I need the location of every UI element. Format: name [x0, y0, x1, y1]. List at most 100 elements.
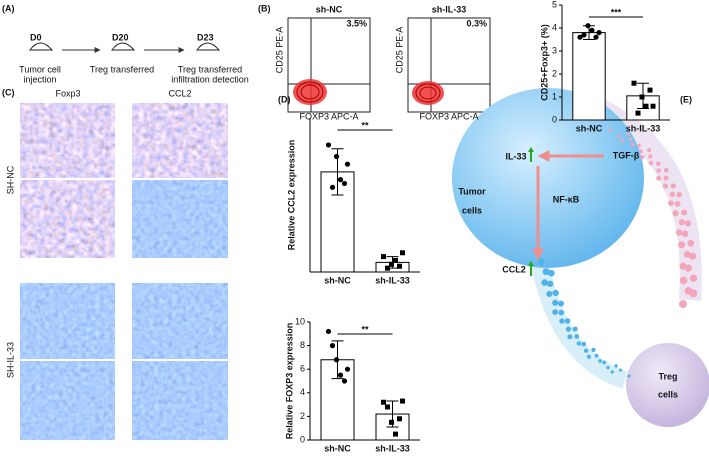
- x-tick-label: sh-IL-33: [375, 275, 410, 285]
- timeline-day: D20: [112, 32, 129, 42]
- pink-dot: [678, 241, 686, 249]
- pink-dot: [647, 148, 652, 153]
- blue-dot: [574, 334, 580, 339]
- y-tick-label: 0: [552, 114, 557, 124]
- blue-dot: [558, 309, 565, 316]
- blue-dot: [559, 318, 565, 324]
- point: [344, 366, 351, 372]
- y-tick-label: 0: [300, 434, 305, 444]
- blue-dot: [542, 268, 550, 276]
- flow-title: sh-NC: [316, 4, 343, 14]
- point: [385, 265, 390, 271]
- timeline-day: D23: [197, 32, 214, 42]
- pink-dot: [656, 175, 662, 181]
- point: [341, 378, 348, 384]
- ihc-images: [19, 102, 229, 441]
- panel-labels: (A) (B) (C) (D) (E): [2, 3, 692, 104]
- point: [381, 254, 386, 260]
- blue-dot: [552, 299, 559, 306]
- pink-dot: [684, 264, 693, 272]
- significance-label: **: [361, 120, 369, 130]
- flow-x-label: FOXP3 APC-A: [419, 111, 478, 121]
- pink-dot: [689, 252, 697, 260]
- pink-dot: [637, 143, 641, 148]
- blue-dot: [598, 359, 602, 363]
- pink-dot: [674, 200, 681, 207]
- point: [631, 80, 637, 86]
- bar: [572, 32, 606, 121]
- timeline-text: injection: [23, 74, 56, 84]
- pink-dot: [681, 209, 688, 216]
- point: [333, 153, 340, 160]
- significance-label: **: [361, 324, 369, 334]
- x-tick-label: sh-NC: [324, 275, 351, 285]
- blue-dot: [614, 364, 618, 368]
- point: [577, 34, 583, 40]
- blue-dot: [546, 280, 554, 288]
- y-axis-label: CD25+Foxp3+ (%): [539, 24, 549, 101]
- pink-dot: [648, 154, 653, 159]
- point: [400, 250, 405, 256]
- blue-dot: [619, 368, 623, 372]
- point: [643, 103, 649, 109]
- pink-dot: [656, 161, 661, 166]
- pink-dot: [617, 134, 621, 138]
- y-tick-label: 2: [300, 411, 305, 421]
- point: [639, 94, 645, 100]
- panel-label: (B): [258, 3, 271, 13]
- x-tick-label: sh-IL-33: [375, 443, 410, 453]
- point: [397, 263, 402, 269]
- blue-dot: [565, 326, 572, 332]
- y-tick-label: 3: [552, 45, 557, 55]
- y-tick-label: 8: [300, 340, 305, 350]
- pink-dot: [679, 276, 688, 285]
- pink-dot: [630, 142, 635, 147]
- blue-dot: [552, 289, 559, 297]
- pink-dot: [678, 219, 685, 226]
- pink-dot: [679, 300, 687, 308]
- flow-title: sh-IL-33: [432, 4, 467, 14]
- pink-dot: [640, 155, 645, 160]
- pink-dot: [663, 175, 669, 181]
- ccl2-label: CCL2: [502, 264, 526, 274]
- ihc-column: CCL2: [168, 88, 191, 98]
- tumor-label: cells: [462, 205, 482, 215]
- point: [344, 161, 351, 167]
- pink-dot: [689, 289, 698, 298]
- blue-dot: [581, 341, 587, 347]
- blue-dot: [602, 360, 607, 365]
- pink-dot: [672, 210, 679, 217]
- pink-dot: [675, 229, 683, 236]
- point: [585, 23, 591, 29]
- pink-dot: [662, 183, 668, 189]
- il33-label: IL-33: [505, 151, 526, 161]
- point: [596, 29, 602, 36]
- blue-dot: [547, 269, 555, 277]
- flow-y-label: CD25 PE-A: [274, 27, 284, 74]
- blue-dot: [537, 258, 545, 266]
- point: [589, 27, 595, 33]
- x-tick-label: sh-NC: [324, 443, 351, 453]
- pink-dot: [684, 220, 692, 227]
- pink-dot: [638, 149, 643, 154]
- point: [635, 110, 641, 116]
- treg-label: cells: [658, 389, 678, 399]
- point: [337, 177, 344, 183]
- timeline-day: D0: [30, 32, 42, 42]
- blue-dot: [552, 309, 559, 316]
- timeline-text: Tumor cell: [19, 64, 61, 74]
- flow-percent: 0.3%: [466, 18, 487, 28]
- y-tick-label: 1: [552, 91, 557, 101]
- charts: 0 1 2 3 4 5 CD25+Foxp3+ (%) sh-NC sh-IL-33 *** Rel…: [284, 0, 670, 453]
- pink-dot: [656, 168, 662, 174]
- diagram-dots: [537, 128, 698, 378]
- y-axis-label: Relative CCL2 expression: [286, 140, 296, 251]
- tgfb-label: TGF-β: [613, 150, 640, 160]
- point: [385, 404, 390, 410]
- blue-dot: [591, 347, 596, 352]
- blue-dot: [586, 354, 591, 359]
- point: [650, 103, 656, 109]
- x-tick-label: sh-IL-33: [626, 123, 661, 133]
- blue-dot: [572, 326, 578, 332]
